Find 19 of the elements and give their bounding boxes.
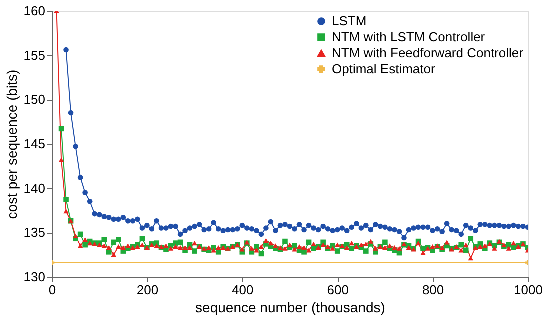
- y-tick-label: 140: [24, 180, 46, 196]
- x-tick-label: 600: [327, 282, 349, 298]
- y-tick-label: 150: [24, 92, 46, 108]
- legend-label: LSTM: [332, 14, 367, 28]
- x-tick-label: 800: [422, 282, 444, 298]
- y-tick-label: 135: [24, 225, 46, 240]
- x-tick-label: 200: [136, 282, 159, 298]
- x-tick-label: 1000: [514, 282, 543, 298]
- y-axis-title: cost per sequence (bits): [4, 70, 20, 220]
- y-tick-label: 160: [24, 4, 46, 18]
- y-tick-label: 155: [24, 48, 46, 63]
- x-tick-label: 0: [48, 282, 56, 298]
- x-tick-label: 400: [232, 282, 254, 298]
- legend-label: NTM with Feedforward Controller: [332, 46, 524, 60]
- legend-label: NTM with LSTM Controller: [332, 30, 486, 44]
- legend-label: Optimal Estimator: [332, 62, 436, 76]
- y-tick-label: 145: [24, 136, 46, 152]
- y-tick-label: 130: [24, 270, 46, 284]
- x-axis-title: sequence number (thousands): [196, 300, 386, 316]
